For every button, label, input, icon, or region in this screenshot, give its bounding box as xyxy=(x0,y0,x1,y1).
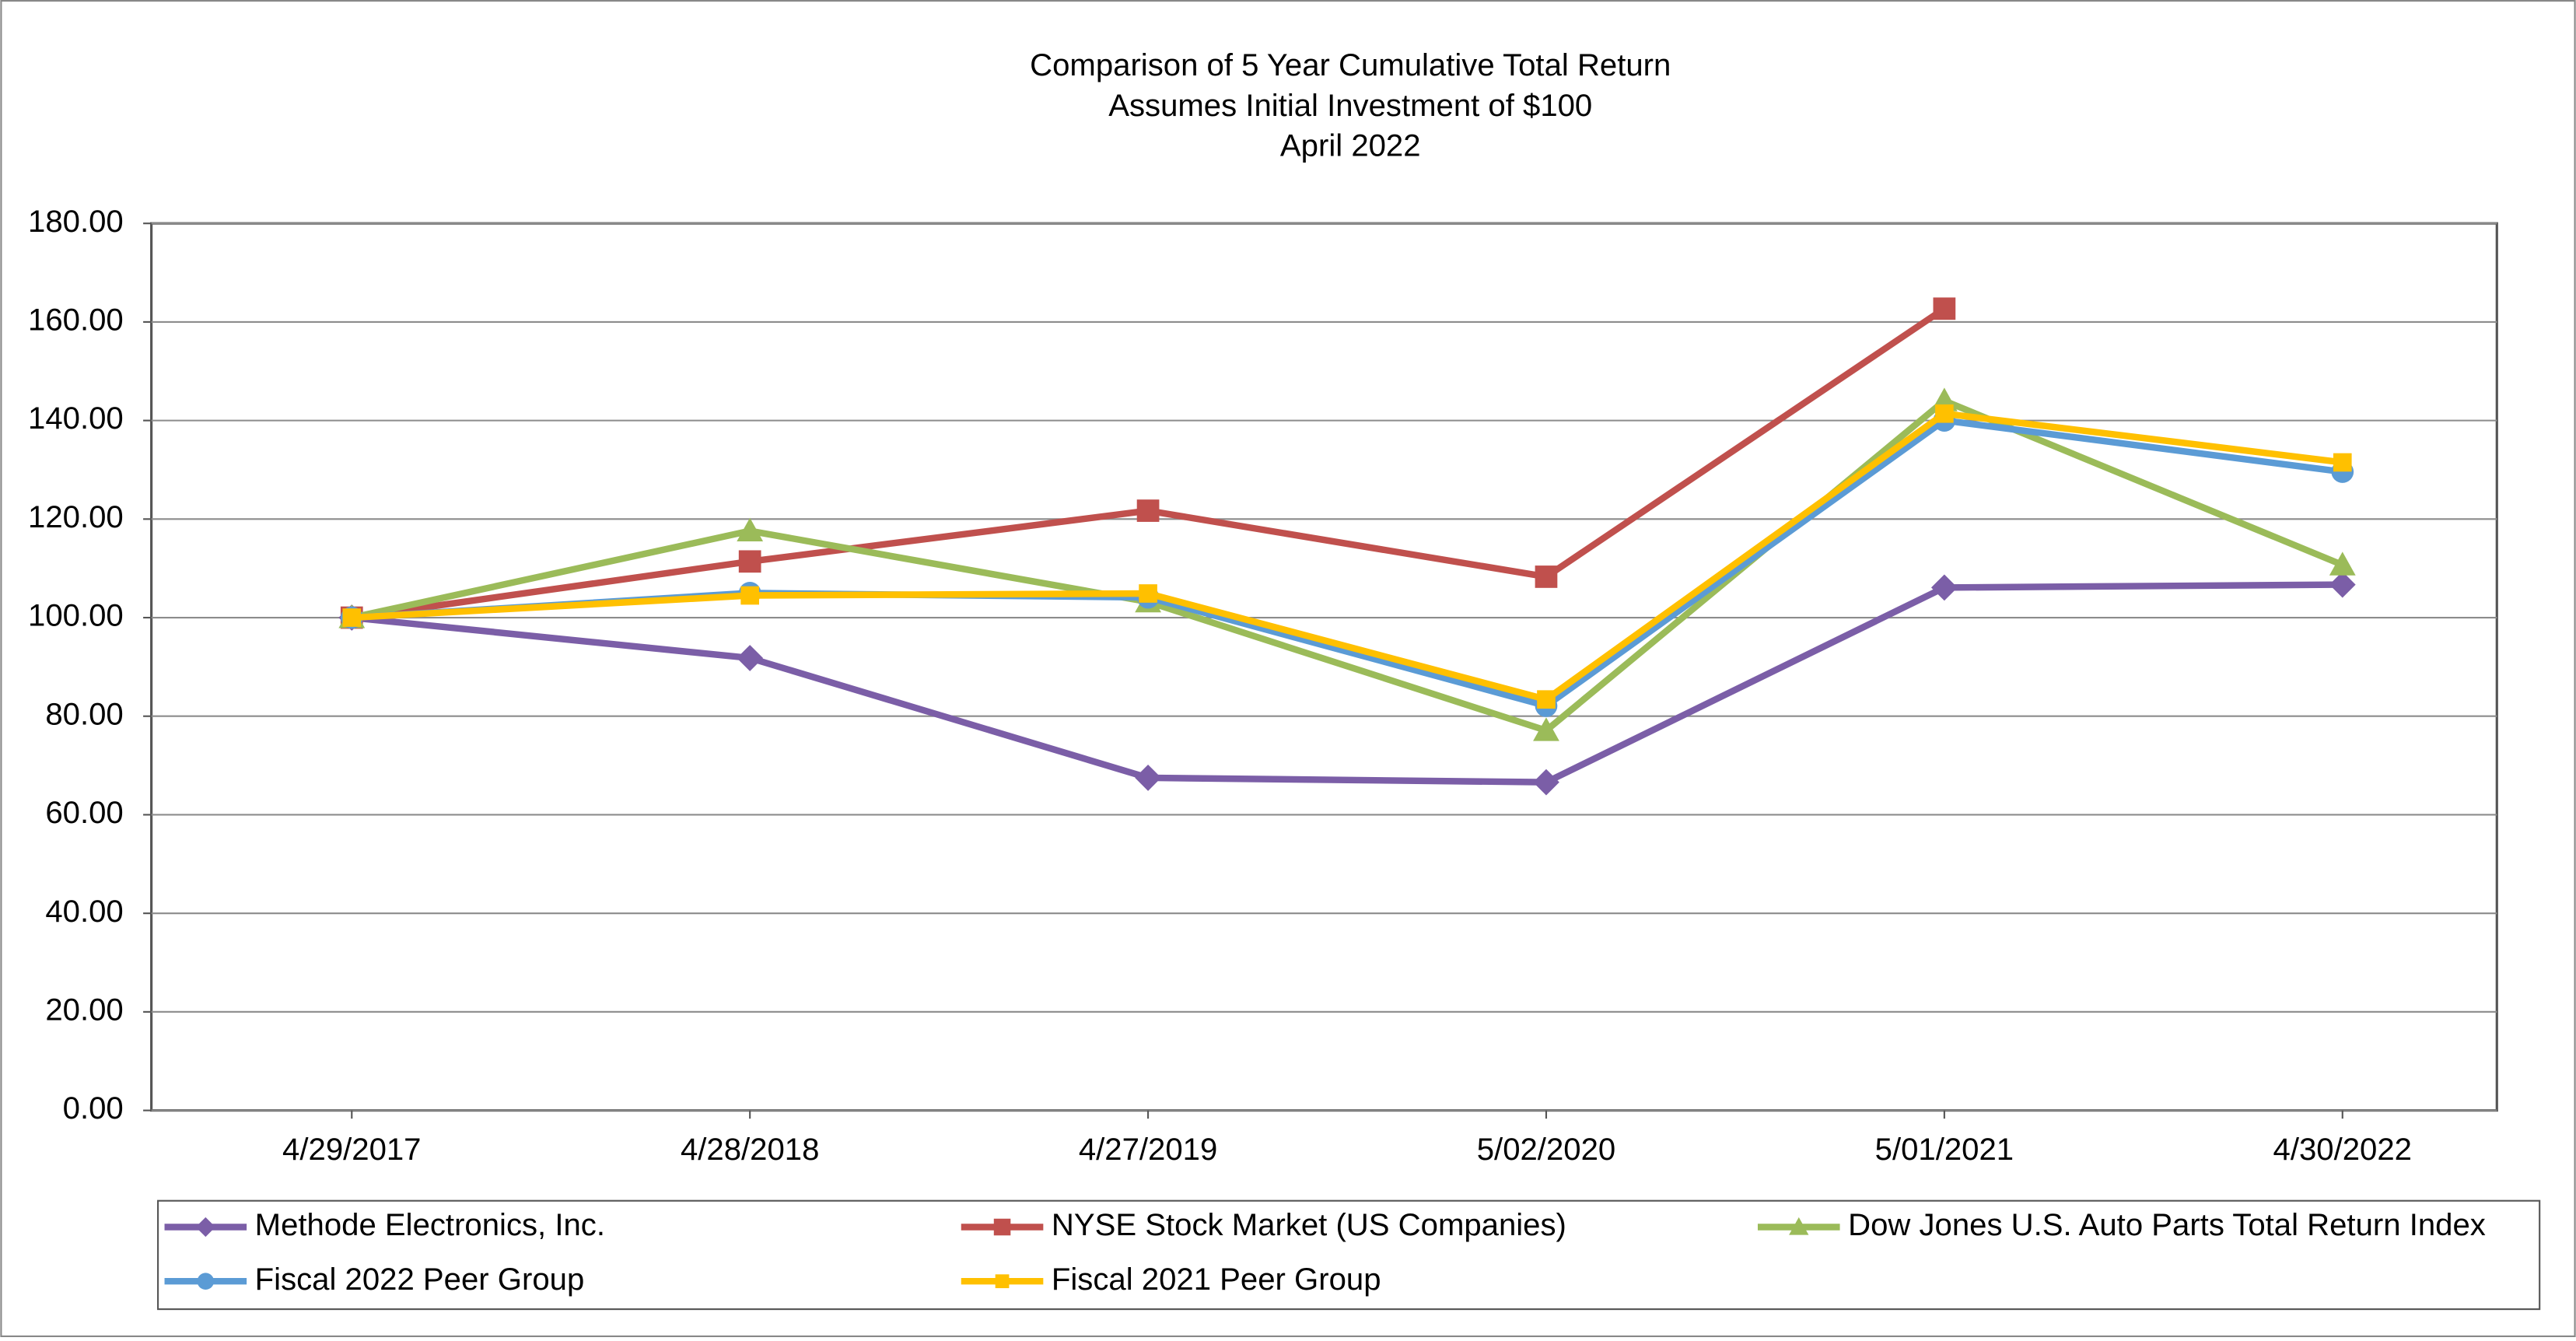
y-tick-label: 100.00 xyxy=(28,598,124,633)
legend-label: Methode Electronics, Inc. xyxy=(255,1207,605,1242)
series-line xyxy=(352,410,2343,703)
data-point xyxy=(1535,565,1558,588)
legend-marker xyxy=(993,1218,1011,1236)
chart-title: Comparison of 5 Year Cumulative Total Re… xyxy=(1030,47,1671,82)
y-tick-label: 80.00 xyxy=(45,696,123,731)
chart-title: Assumes Initial Investment of $100 xyxy=(1108,88,1592,123)
legend-label: NYSE Stock Market (US Companies) xyxy=(1052,1207,1566,1242)
data-point xyxy=(738,550,761,573)
y-tick-label: 20.00 xyxy=(45,992,123,1027)
legend-marker xyxy=(995,1274,1010,1289)
data-point xyxy=(737,517,764,542)
data-point xyxy=(2329,551,2356,576)
legend-label: Dow Jones U.S. Auto Parts Total Return I… xyxy=(1848,1207,2486,1242)
y-tick-label: 160.00 xyxy=(28,303,124,338)
data-point xyxy=(1537,690,1556,709)
legend-marker xyxy=(1789,1217,1809,1235)
y-tick-label: 120.00 xyxy=(28,499,124,534)
data-point xyxy=(2333,453,2352,472)
data-point xyxy=(1935,404,1954,423)
data-point xyxy=(1136,499,1160,522)
legend-label: Fiscal 2022 Peer Group xyxy=(255,1262,585,1297)
legend-label: Fiscal 2021 Peer Group xyxy=(1052,1262,1381,1297)
legend-box xyxy=(157,1199,2541,1311)
x-tick-label: 4/29/2017 xyxy=(282,1132,421,1167)
y-tick-label: 140.00 xyxy=(28,401,124,436)
data-point xyxy=(342,608,362,627)
x-tick-label: 5/02/2020 xyxy=(1477,1132,1615,1167)
x-tick-label: 4/30/2022 xyxy=(2273,1132,2412,1167)
chart-title: April 2022 xyxy=(1280,128,1421,163)
data-point xyxy=(1933,297,1956,320)
y-tick-label: 0.00 xyxy=(63,1091,124,1126)
y-tick-label: 60.00 xyxy=(45,795,123,830)
data-point xyxy=(1533,717,1559,741)
x-tick-label: 4/27/2019 xyxy=(1079,1132,1217,1167)
legend-marker xyxy=(197,1273,215,1290)
y-tick-label: 180.00 xyxy=(28,204,124,239)
series-line xyxy=(351,581,2343,786)
data-point xyxy=(740,586,760,605)
x-tick-label: 5/01/2021 xyxy=(1875,1132,2014,1167)
x-tick-label: 4/28/2018 xyxy=(681,1132,819,1167)
data-point xyxy=(1139,584,1157,603)
y-tick-label: 40.00 xyxy=(45,894,123,929)
